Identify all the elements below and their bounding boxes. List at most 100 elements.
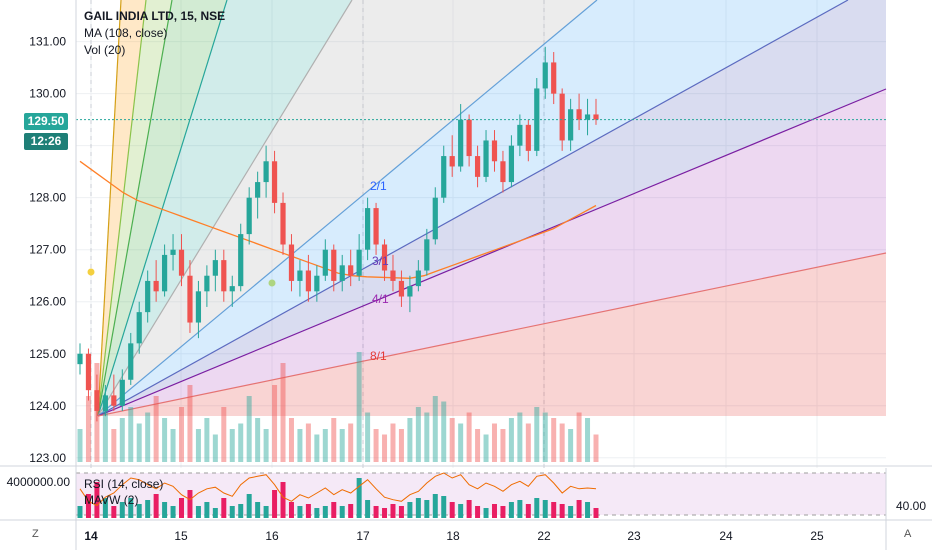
mavw-bar <box>559 504 565 518</box>
volume-bar <box>568 429 574 462</box>
mavw-bar <box>263 506 269 518</box>
volume-tick-label: 4000000.00 <box>7 475 71 489</box>
zoom-button[interactable]: Z <box>32 528 39 540</box>
mavw-bar <box>500 506 506 518</box>
volume-bar <box>373 429 379 462</box>
candle-body <box>356 249 362 276</box>
time-tick-label: 14 <box>84 529 98 543</box>
volume-bar <box>390 423 396 462</box>
last-price-tag: 129.50 <box>24 113 68 130</box>
volume-bar <box>382 434 388 462</box>
price-tick-label: 127.00 <box>29 243 66 257</box>
candle-body <box>365 208 371 250</box>
candle-body <box>238 234 244 287</box>
volume-bar <box>424 412 430 462</box>
candle-body <box>255 182 261 198</box>
volume-bar <box>500 429 506 462</box>
candle-body <box>246 197 252 235</box>
volume-bar <box>272 385 278 462</box>
candle-body <box>390 270 396 281</box>
candle-body <box>153 280 159 292</box>
fan-labels: 2/1 3/1 4/1 8/1 <box>370 179 389 363</box>
mavw-bar <box>102 498 108 518</box>
mavw-bar <box>170 506 176 518</box>
volume-bar <box>398 429 404 462</box>
mavw-bar <box>85 494 91 518</box>
mavw-bar <box>288 502 294 518</box>
fan-zone <box>98 0 886 416</box>
fan-line <box>97 252 887 417</box>
mavw-bar <box>111 506 117 518</box>
volume-bar <box>212 434 218 462</box>
volume-bar <box>331 418 337 462</box>
mavw-bar <box>517 500 523 518</box>
mavw-bar <box>179 498 185 518</box>
candle-body <box>263 161 269 183</box>
candle-body <box>432 197 438 240</box>
volume-bar <box>449 418 455 462</box>
volume-bar <box>305 423 311 462</box>
candle-body <box>314 275 320 292</box>
volume-bar <box>441 401 447 462</box>
mavw-bar <box>475 506 481 518</box>
mavw-bar <box>466 500 472 518</box>
mavw-bar <box>246 494 252 518</box>
mavw-bar <box>280 482 286 518</box>
price-tick-label: 126.00 <box>29 295 66 309</box>
volume-bar <box>297 429 303 462</box>
volume-bar <box>365 412 371 462</box>
price-tick-label: 125.00 <box>29 347 66 361</box>
time-tick-label: 18 <box>446 529 460 543</box>
volume-bar <box>432 396 438 462</box>
mavw-bar <box>238 504 244 518</box>
candle-body <box>145 280 151 313</box>
volume-bars <box>77 352 599 462</box>
candle-body <box>373 208 379 245</box>
lower-pane-bg <box>76 468 886 520</box>
rsi-tick-label: 40.00 <box>896 499 926 513</box>
candle-body <box>568 109 574 141</box>
candle-body <box>593 114 599 120</box>
symbol-title[interactable]: GAIL INDIA LTD, 15, NSE <box>84 9 226 23</box>
candle-body <box>305 270 311 292</box>
rsi-line <box>79 472 597 507</box>
candle-body <box>407 286 413 297</box>
volume-bar <box>238 423 244 462</box>
candle-body <box>94 390 100 411</box>
volume-bar <box>339 429 345 462</box>
mavw-bar <box>508 502 514 518</box>
ma-legend[interactable]: MA (108, close) <box>84 26 168 40</box>
rsi-legend[interactable]: RSI (14, close) <box>84 477 164 491</box>
mavw-bar <box>128 498 134 518</box>
mavw-bar <box>305 504 311 518</box>
time-tick-label: 22 <box>537 529 551 543</box>
candle-body <box>542 62 548 89</box>
candle-body <box>441 156 447 198</box>
candle-body <box>280 202 286 245</box>
signal-marker <box>87 268 95 276</box>
mavw-bar <box>458 504 464 518</box>
auto-scale-button[interactable]: A <box>904 528 912 540</box>
volume-bar <box>483 434 489 462</box>
candle-body <box>297 270 303 281</box>
fan-line <box>97 0 598 417</box>
mavw-bar <box>331 502 337 518</box>
candle-body <box>491 140 498 162</box>
candle-body <box>576 109 582 120</box>
mavw-bar <box>398 506 404 518</box>
volume-bar <box>229 429 235 462</box>
candle-body <box>322 249 328 276</box>
mavw-bar <box>525 504 531 518</box>
candle-body <box>77 353 83 365</box>
candle-body <box>424 239 430 271</box>
candle-body <box>187 275 193 323</box>
volume-bar <box>102 407 108 462</box>
fan-line <box>97 0 353 417</box>
mavw-legend[interactable]: MAVW (2) <box>84 493 139 507</box>
mavw-bar <box>551 502 557 518</box>
fan-label: 8/1 <box>370 349 387 363</box>
vol-legend[interactable]: Vol (20) <box>84 43 126 57</box>
candle-body <box>229 286 235 292</box>
